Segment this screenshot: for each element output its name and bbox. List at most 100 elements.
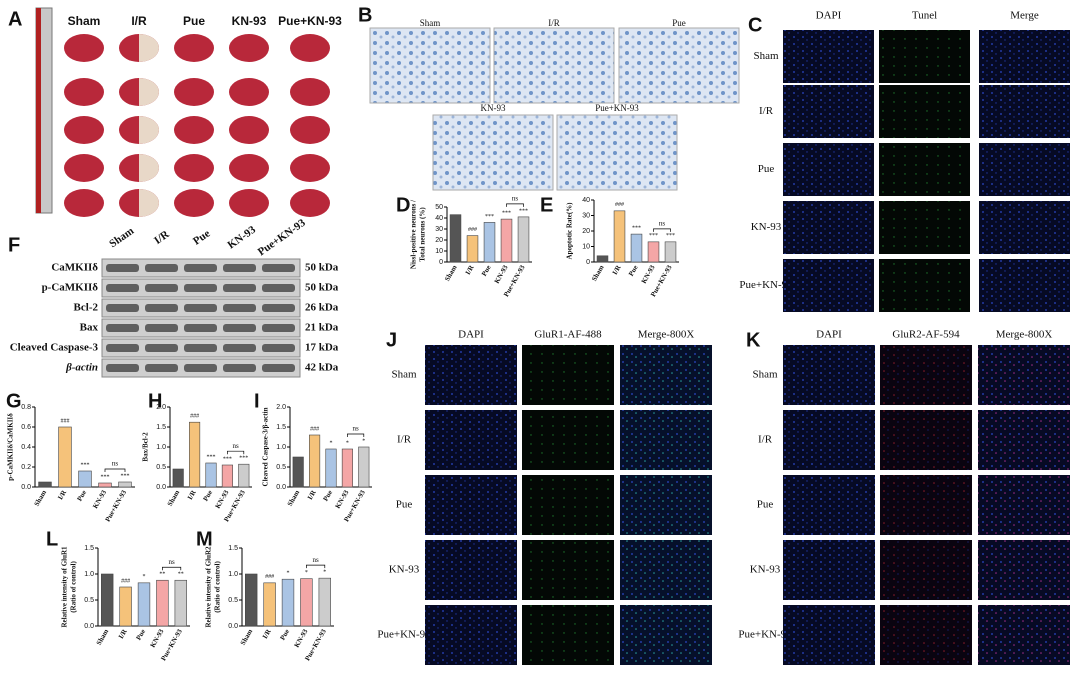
y-axis-label: Cleaved Caspase-3/β-actin	[262, 407, 270, 486]
blot-band	[106, 304, 139, 312]
y-tick-label: 0.5	[156, 464, 166, 471]
x-tick-label: Sham	[166, 489, 182, 508]
bar	[647, 241, 660, 263]
brain-slice	[229, 189, 269, 217]
bar	[318, 577, 331, 627]
fluorescence-image	[978, 345, 1070, 405]
blot-band	[184, 264, 217, 272]
y-tick-label: 1.5	[84, 545, 94, 552]
column-label: KN-93	[232, 14, 267, 28]
x-tick-label: KN-93	[493, 263, 510, 285]
significance-label: ###	[121, 578, 130, 584]
y-tick-label: 0.0	[84, 623, 94, 630]
image-label: Pue	[672, 18, 686, 28]
x-tick-label: KN-93	[91, 488, 108, 510]
brain-slice	[229, 34, 269, 62]
row-label: I/R	[397, 434, 412, 446]
bracket	[653, 228, 671, 232]
bracket	[347, 433, 365, 437]
protein-label: Cleaved Caspase-3	[10, 342, 99, 354]
column-label: Tunel	[912, 10, 937, 22]
brain-slice	[290, 189, 330, 217]
x-tick-label: Pue	[202, 489, 215, 503]
y-tick-label: 0.8	[21, 404, 31, 411]
column-label: DAPI	[458, 329, 484, 341]
significance-label: ###	[61, 418, 70, 424]
x-tick-label: Pue	[627, 264, 640, 278]
x-tick-label: I/R	[306, 488, 318, 501]
blot-band	[184, 284, 217, 292]
lane-label: KN-93	[226, 223, 259, 251]
row-label: Pue	[396, 499, 413, 511]
blot-band	[184, 304, 217, 312]
x-tick-label: Sham	[443, 264, 459, 283]
row-label: Pue+KN-93	[738, 629, 792, 641]
blot-band	[262, 344, 295, 352]
bar	[300, 578, 313, 627]
blot-band	[145, 324, 178, 332]
fluorescence-image	[879, 259, 970, 312]
y-tick-label: 2.0	[276, 404, 286, 411]
y-tick-label: 0.0	[156, 484, 166, 491]
bracket	[306, 564, 326, 569]
infarct	[139, 78, 159, 106]
bar	[119, 586, 132, 627]
significance-label: ***	[502, 210, 511, 216]
bracket-label: ns	[168, 558, 175, 566]
significance-label: ***	[101, 474, 110, 480]
bar	[630, 233, 643, 263]
bar	[664, 241, 677, 263]
kda-label: 50 kDa	[305, 262, 339, 274]
fluorescence-image	[978, 475, 1070, 535]
y-tick-label: 0.0	[276, 484, 286, 491]
row-label: Pue	[758, 163, 775, 175]
histology-image	[369, 27, 491, 104]
y-tick-label: 1.0	[156, 444, 166, 451]
panel-letter: D	[396, 194, 410, 216]
y-tick-label: 40	[582, 197, 590, 204]
x-tick-label: Sham	[239, 628, 255, 647]
blot-band	[262, 364, 295, 372]
fluorescence-image	[783, 410, 875, 470]
fluorescence-image	[783, 605, 875, 665]
bracket-label: ns	[312, 556, 319, 564]
bracket-label: ns	[659, 219, 666, 227]
panel-letter: E	[540, 194, 553, 216]
bracket-label: ns	[512, 195, 519, 203]
bar	[238, 463, 250, 488]
y-axis-label: (Ratio of control)	[70, 561, 78, 613]
x-tick-label: Pue	[322, 489, 335, 503]
row-label: KN-93	[751, 221, 782, 233]
bar	[38, 481, 52, 488]
bar	[174, 579, 187, 627]
significance-label: *	[346, 440, 349, 446]
x-tick-label: KN-93	[334, 488, 351, 510]
panel-letter: C	[748, 14, 762, 36]
brain-slice	[174, 78, 214, 106]
bracket-label: ns	[352, 425, 359, 433]
y-tick-label: 0.6	[21, 424, 31, 431]
y-tick-label: 1.0	[228, 571, 238, 578]
x-tick-label: I/R	[464, 263, 476, 276]
panel-letter: B	[358, 4, 372, 26]
column-label: Merge-800X	[996, 329, 1053, 341]
blot-band	[106, 264, 139, 272]
bar	[58, 426, 72, 488]
y-tick-label: 1.0	[276, 444, 286, 451]
y-axis-label: Relative intensity of GluR1	[61, 546, 69, 628]
column-label: Pue+KN-93	[278, 14, 342, 28]
column-label: Merge	[1010, 10, 1039, 22]
column-label: DAPI	[816, 10, 842, 22]
bracket-label: ns	[112, 460, 119, 468]
bar	[156, 579, 169, 627]
fluorescence-image	[425, 540, 517, 600]
significance-label: ###	[265, 574, 274, 580]
bar	[325, 448, 337, 488]
blot-band	[184, 344, 217, 352]
bar	[309, 434, 321, 488]
fluorescence-image	[879, 30, 970, 83]
panel-letter: H	[148, 390, 162, 412]
blot-band	[223, 264, 256, 272]
y-tick-label: 10	[435, 248, 443, 255]
blot-band	[223, 344, 256, 352]
